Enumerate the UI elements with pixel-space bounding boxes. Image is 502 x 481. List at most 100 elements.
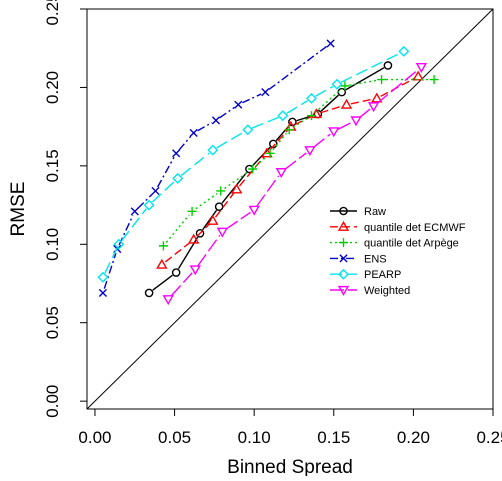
data-point bbox=[98, 288, 108, 298]
data-point bbox=[189, 265, 201, 276]
data-point bbox=[207, 214, 219, 225]
data-point bbox=[248, 164, 258, 174]
data-point bbox=[242, 124, 254, 136]
series-weighted bbox=[162, 62, 428, 306]
data-point bbox=[415, 62, 428, 73]
data-point bbox=[171, 268, 181, 277]
data-point bbox=[337, 220, 350, 231]
data-point bbox=[130, 207, 139, 216]
legend-label: quantile det Arpège bbox=[364, 238, 459, 250]
diagonal-line bbox=[86, 8, 494, 410]
data-point bbox=[339, 254, 348, 263]
data-point bbox=[367, 102, 380, 113]
x-axis-label: Binned Spread bbox=[227, 457, 353, 476]
series-line bbox=[349, 79, 378, 86]
series-line bbox=[178, 135, 192, 151]
y-tick-label: 0.05 bbox=[43, 306, 62, 339]
legend-item: PEARP bbox=[330, 268, 401, 281]
series-line bbox=[214, 192, 235, 218]
data-point bbox=[187, 206, 197, 216]
series-line bbox=[197, 234, 221, 267]
series-line bbox=[314, 88, 343, 114]
x-tick-label: 0.05 bbox=[158, 428, 191, 447]
series-raw bbox=[144, 61, 393, 298]
data-point bbox=[172, 172, 184, 184]
data-point bbox=[328, 127, 340, 138]
series-line bbox=[177, 236, 199, 270]
y-tick-label: 0.25 bbox=[43, 0, 62, 26]
legend-item: quantile det ECMWF bbox=[330, 220, 466, 234]
series-line bbox=[197, 121, 213, 132]
data-point bbox=[144, 288, 154, 298]
data-point bbox=[277, 110, 289, 122]
data-point bbox=[265, 148, 275, 158]
data-point bbox=[275, 168, 287, 179]
legend-label: Raw bbox=[364, 206, 386, 218]
data-point bbox=[162, 295, 174, 306]
legend-label: quantile det ECMWF bbox=[364, 222, 466, 234]
series-line bbox=[269, 129, 289, 151]
legend-item: quantile det Arpège bbox=[330, 238, 459, 250]
data-point bbox=[377, 75, 387, 85]
data-point bbox=[306, 92, 317, 104]
data-point bbox=[143, 199, 155, 211]
data-point bbox=[284, 125, 294, 135]
series-quantile-det-arp-ge bbox=[158, 75, 439, 251]
series-line bbox=[272, 132, 287, 151]
series-line bbox=[180, 152, 210, 177]
data-point bbox=[156, 258, 168, 269]
data-point bbox=[230, 183, 243, 194]
series-line bbox=[103, 253, 117, 289]
plot-frame bbox=[86, 8, 494, 410]
y-tick-label: 0.00 bbox=[43, 385, 62, 418]
series-line bbox=[225, 211, 251, 230]
data-point bbox=[326, 39, 335, 48]
data-point bbox=[338, 268, 349, 280]
series-line bbox=[219, 106, 235, 119]
x-tick-label: 0.20 bbox=[397, 428, 430, 447]
data-point bbox=[189, 128, 198, 138]
data-point bbox=[261, 88, 270, 97]
series-line bbox=[196, 223, 211, 237]
series-line bbox=[315, 85, 334, 97]
legend-label: Weighted bbox=[364, 285, 410, 297]
series-line bbox=[337, 121, 353, 130]
data-point bbox=[158, 241, 168, 251]
data-point bbox=[216, 186, 226, 196]
data-point bbox=[304, 146, 316, 157]
legend: Raw quantile det ECMWF quantile det Arpège… bbox=[330, 206, 466, 297]
series-line bbox=[320, 105, 343, 114]
x-tick-label: 0.00 bbox=[78, 428, 111, 447]
data-point bbox=[151, 186, 160, 196]
series-line bbox=[340, 52, 401, 83]
data-point bbox=[195, 229, 205, 238]
data-point bbox=[337, 285, 350, 296]
data-point bbox=[383, 61, 393, 70]
series-line bbox=[216, 131, 245, 149]
data-point bbox=[429, 75, 439, 85]
series-line bbox=[137, 193, 153, 209]
series-pearp bbox=[97, 45, 410, 283]
series-line bbox=[202, 209, 218, 231]
data-point bbox=[187, 233, 200, 244]
series-line bbox=[359, 108, 371, 119]
series-line bbox=[151, 180, 175, 203]
legend-label: ENS bbox=[364, 253, 387, 265]
y-tick-label: 0.20 bbox=[43, 71, 62, 104]
series-line bbox=[152, 274, 173, 291]
data-point bbox=[306, 111, 316, 121]
data-point bbox=[331, 78, 343, 90]
series-line bbox=[345, 67, 385, 91]
series-line bbox=[284, 152, 307, 170]
data-point bbox=[172, 149, 181, 158]
y-tick-label: 0.15 bbox=[43, 149, 62, 182]
data-point bbox=[340, 98, 353, 109]
series-line bbox=[242, 93, 262, 104]
series-line bbox=[251, 116, 279, 129]
series-line bbox=[121, 208, 147, 242]
legend-label: PEARP bbox=[364, 269, 401, 281]
data-point bbox=[310, 108, 322, 119]
series-line bbox=[350, 98, 373, 105]
series-line bbox=[104, 248, 118, 274]
